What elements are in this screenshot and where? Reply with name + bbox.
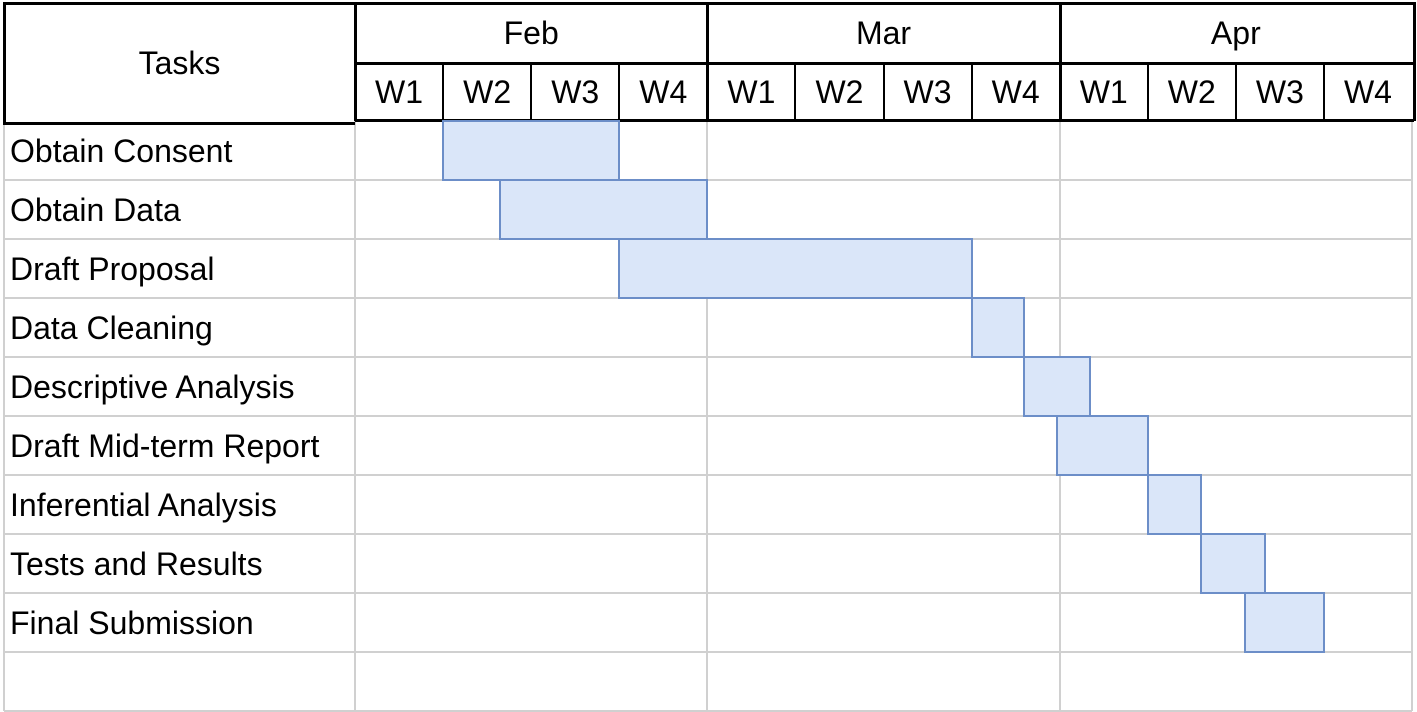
task-label: Obtain Consent [10,133,233,169]
task-bar [1243,592,1325,653]
task-bar [1056,415,1149,476]
month-label: Apr [1210,14,1261,51]
task-bar [970,297,1026,358]
tasks-header: Tasks [138,44,221,81]
task-label: Data Cleaning [10,310,213,346]
header-border [4,122,355,125]
week-label: W1 [375,74,424,110]
column-gridline [706,121,709,711]
week-label: W2 [815,74,864,110]
header-border [1322,62,1325,121]
week-label: W4 [639,74,688,110]
column-gridline [354,121,356,711]
task-bar [1023,356,1092,417]
month-label: Mar [855,14,912,51]
task-bar [618,238,973,299]
task-label: Draft Proposal [10,251,215,287]
header-border [970,62,973,121]
task-label: Descriptive Analysis [10,369,295,405]
task-label: Draft Mid-term Report [10,428,320,464]
header-border [882,62,885,121]
task-bar [442,120,621,181]
header-border [355,119,1414,122]
week-label: W1 [727,74,776,110]
task-bar [1199,533,1266,594]
week-label: W2 [1167,74,1216,110]
week-label: W3 [903,74,952,110]
task-label: Final Submission [10,605,254,641]
task-bar [1146,474,1202,535]
header-border [1413,2,1416,121]
month-label: Feb [503,14,559,51]
header-border [618,62,621,121]
header-border [442,62,445,121]
header-border [1058,2,1062,121]
header-border [3,2,6,125]
task-label: Inferential Analysis [10,487,277,523]
header-border [4,2,355,5]
week-label: W4 [1343,74,1392,110]
week-label: W3 [551,74,600,110]
header-border [355,2,1414,5]
column-gridline [1411,121,1413,711]
week-label: W3 [1255,74,1304,110]
task-label: Obtain Data [10,192,181,228]
week-label: W4 [991,74,1040,110]
header-border [706,2,710,121]
task-bar [499,179,709,240]
task-label: Tests and Results [10,546,263,582]
header-border [530,62,533,121]
header-border [1146,62,1149,121]
header-border [1234,62,1237,121]
header-border [355,62,1414,65]
week-label: W2 [463,74,512,110]
header-border [794,62,797,121]
week-label: W1 [1079,74,1128,110]
header-border [354,2,357,121]
column-gridline [3,121,5,711]
